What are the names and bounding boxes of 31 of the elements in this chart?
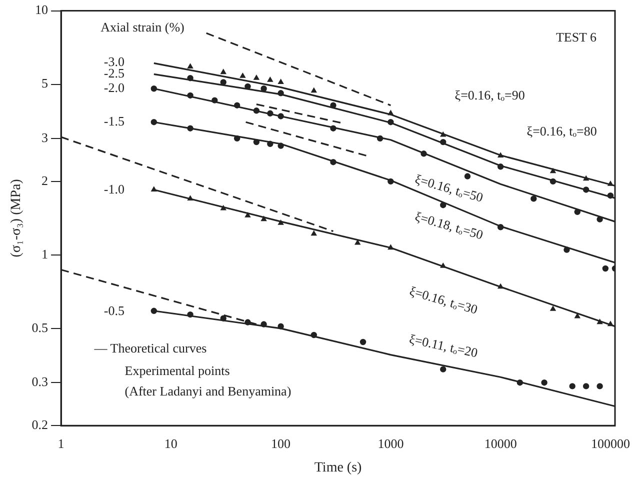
annotation: ξ=0.18, tₒ=50 xyxy=(413,208,485,242)
x-tick-label: 1000 xyxy=(378,436,404,451)
x-tick-label: 10000 xyxy=(484,436,517,451)
annotation: Experimental points xyxy=(124,363,230,378)
x-tick-label: 1 xyxy=(58,436,64,451)
annotation: -2.0 xyxy=(104,80,125,95)
annotation: -1.5 xyxy=(104,113,125,128)
annotation: ξ=0.16, tₒ=30 xyxy=(408,283,480,317)
annotation: -1.0 xyxy=(104,181,125,196)
annotation: Axial strain (%) xyxy=(100,20,184,35)
y-tick-label: 3 xyxy=(42,130,48,145)
annotation: ξ=0.16, tₒ=50 xyxy=(413,171,485,205)
y-tick-label: 0.5 xyxy=(32,320,48,335)
y-axis-title: (σ₁-σ₃) (MPa) xyxy=(9,178,24,258)
annotation: — Theoretical curves xyxy=(93,340,207,356)
x-axis-title: Time (s) xyxy=(314,460,362,476)
annotation: (After Ladanyi and Benyamina) xyxy=(124,383,292,398)
y-tick-label: 1 xyxy=(42,246,48,262)
y-tick-label: 0.2 xyxy=(32,417,48,432)
y-tick-label: 10 xyxy=(35,2,48,18)
x-tick-label: 100000 xyxy=(590,436,630,451)
x-tick-label: 10 xyxy=(164,436,178,451)
x-tick-label: 100 xyxy=(271,436,291,451)
y-tick-label: 5 xyxy=(42,76,48,91)
annotation: -0.5 xyxy=(104,302,125,318)
annotation: ξ=0.16, tₒ=90 xyxy=(454,88,525,103)
y-tick-label: 0.3 xyxy=(32,374,48,390)
annotation: ξ=0.16, tₒ=80 xyxy=(526,123,597,138)
y-tick-label: 2 xyxy=(42,172,48,188)
annotation: TEST 6 xyxy=(556,30,597,45)
annotation: ξ=0.11, tₒ=20 xyxy=(408,331,480,360)
